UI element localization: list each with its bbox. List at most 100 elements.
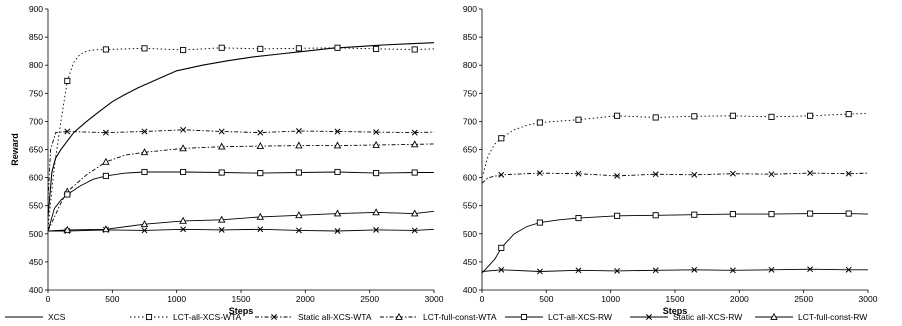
data-point-lct-all-xcs-rw [691,211,698,218]
series-lct-all-xcs-wta [47,44,435,229]
data-point-lct-full-const-rw [63,225,72,233]
data-point-static-all-xcs-rw [575,267,582,274]
legend-label: LCT-full-const-WTA [423,312,497,322]
data-point-static-all-xcs-rw [218,226,225,233]
data-point-static-all-xcs-wta [218,128,225,135]
data-point-lct-full-const-wta [102,157,110,165]
data-point-lct-all-xcs-wta [807,112,814,119]
y-tick-label: 750 [463,88,477,98]
data-point-lct-all-xcs-rw [652,212,659,219]
series-line-lct-all-xcs-rw [47,171,434,232]
data-point-static-all-xcs-rw [691,266,698,273]
y-tick-label: 850 [29,32,43,42]
data-point-lct-all-xcs-wta [614,112,621,119]
series-static-all-xcs-rw [48,226,435,234]
y-tick-label: 550 [463,201,477,211]
data-point-lct-all-xcs-wta [295,45,302,52]
data-point-static-all-xcs-rw [536,268,543,275]
data-point-lct-all-xcs-wta [411,46,418,53]
y-tick-label: 600 [29,173,43,183]
x-tick-label: 3000 [859,294,878,304]
y-tick-label: 700 [29,116,43,126]
data-point-lct-all-xcs-rw [373,170,380,177]
data-point-lct-all-xcs-wta [498,135,505,142]
data-point-lct-all-xcs-rw [64,191,71,198]
series-lct-full-const-wta [47,140,435,232]
data-point-static-all-xcs-wta [102,129,109,136]
data-point-static-all-xcs-rw [141,227,148,234]
legend-label: LCT-all-XCS-WTA [173,312,242,322]
data-point-static-all-xcs-rw [180,226,187,233]
series-lct-full-const-rw [47,208,435,233]
series-lct-all-xcs-rw [47,168,434,232]
data-point-lct-full-const-rw [217,215,226,223]
data-point-lct-all-xcs-wta [141,45,148,52]
x-tick-label: 1500 [232,294,251,304]
y-tick-label: 550 [29,201,43,211]
series-line-lct-all-xcs-wta [481,113,869,178]
data-point-static-all-xcs-wta [768,171,775,178]
y-tick-label: 900 [463,4,477,14]
data-point-static-all-xcs-wta [729,170,736,177]
y-tick-label: 500 [463,229,477,239]
x-tick-label: 2500 [360,294,379,304]
data-point-lct-all-xcs-rw [218,169,225,176]
data-point-static-all-xcs-wta [652,171,659,178]
series-static-all-xcs-wta [481,170,869,184]
legend-label: Static all-XCS-RW [673,312,742,322]
data-point-lct-all-xcs-wta [845,111,852,118]
series-line-xcs [47,42,435,217]
data-point-static-all-xcs-wta [807,170,814,177]
data-point-static-all-xcs-rw [411,227,418,234]
data-point-static-all-xcs-wta [373,129,380,136]
x-tick-label: 0 [46,294,51,304]
data-point-lct-all-xcs-wta [257,45,264,52]
data-point-lct-all-xcs-rw [334,168,341,176]
series-static-all-xcs-rw [481,266,868,275]
legend-marker [646,314,652,320]
data-point-lct-all-xcs-rw [180,168,187,176]
data-point-static-all-xcs-wta [64,128,71,135]
right-reward-chart: 400 450 500 550 600 650 700 750 800 850 900 0 500 100… [463,4,878,316]
x-tick-label: 2000 [730,294,749,304]
data-point-lct-all-xcs-rw [845,210,852,217]
series-line-lct-all-xcs-wta [47,47,435,229]
data-point-lct-all-xcs-rw [411,169,418,176]
data-point-lct-all-xcs-wta [373,45,380,52]
data-point-lct-all-xcs-rw [768,211,775,218]
data-point-static-all-xcs-rw [614,267,621,274]
data-point-lct-full-const-wta [372,140,380,148]
y-tick-label: 700 [463,116,477,126]
y-tick-label: 450 [463,257,477,267]
data-point-static-all-xcs-wta [498,171,505,178]
data-point-lct-all-xcs-rw [614,212,621,219]
data-point-static-all-xcs-wta [536,170,543,177]
data-point-lct-all-xcs-wta [64,77,71,84]
y-axis-label: Reward [10,133,20,166]
data-point-lct-all-xcs-wta [334,44,341,51]
y-tick-label: 400 [463,285,477,295]
data-point-static-all-xcs-rw [373,226,380,233]
x-tick-label: 500 [539,294,553,304]
data-point-lct-full-const-rw [140,220,149,228]
x-axis-label: Steps [663,306,688,316]
data-point-lct-full-const-wta [256,141,265,149]
data-point-static-all-xcs-rw [257,226,264,233]
data-point-static-all-xcs-rw [729,267,736,274]
data-point-lct-full-const-rw [179,216,187,224]
legend-label: Static all-XCS-WTA [298,312,372,322]
legend-item-lct-all-xcs-wta: LCT-all-XCS-WTA [130,312,242,322]
y-tick-label: 500 [29,229,43,239]
data-point-lct-all-xcs-wta [102,46,109,53]
y-tick-label: 650 [29,145,43,155]
data-point-static-all-xcs-wta [575,170,582,177]
data-point-lct-all-xcs-wta [652,114,659,121]
chart-legend: XCS LCT-all-XCS-WTA Static all-XCS-WTA LCT-… [5,312,867,322]
data-point-lct-all-xcs-wta [729,112,736,119]
data-point-lct-all-xcs-rw [498,244,505,251]
data-point-lct-all-xcs-wta [536,119,543,126]
data-point-lct-all-xcs-rw [102,172,109,179]
data-point-lct-all-xcs-rw [536,219,543,226]
x-tick-label: 2000 [296,294,315,304]
